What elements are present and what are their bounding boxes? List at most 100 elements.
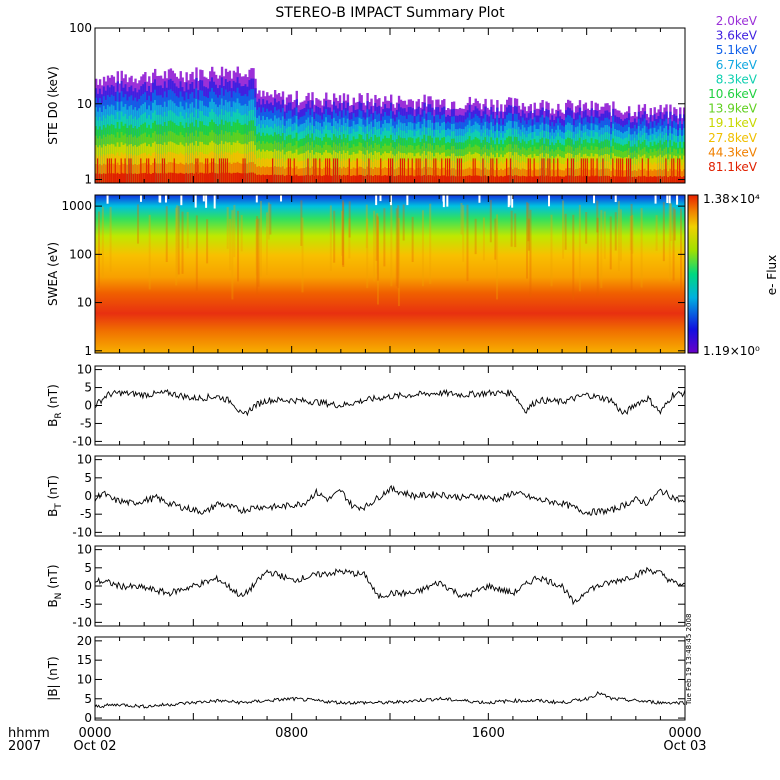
ste-bar [423,174,426,183]
y-tick-label: -10 [72,615,92,629]
swea-streak [383,208,386,267]
ste-bar [98,173,102,183]
swea-streak [267,202,270,240]
swea-streak [255,219,258,276]
y-tick-label: 100 [69,247,92,261]
ste-bar [321,175,324,183]
ste-bar [384,175,387,183]
ste-bar [547,168,550,183]
ste-bar [289,174,293,183]
ste-bar [362,175,365,183]
ste-bar [277,166,281,183]
ste-bar [106,163,110,183]
ste-bar [584,175,588,183]
ste-spike [629,158,632,183]
generation-timestamp: Tue Feb 19 13:48:45 2008 [685,614,693,706]
ste-bar [567,175,570,183]
ste-spike [108,158,110,183]
ste-spike [226,158,228,183]
ste-bar [570,175,574,183]
ste-bar [238,173,241,183]
swea-streak [609,216,612,270]
ste-bar [435,175,438,183]
ste-bar [580,176,584,183]
ste-spike [492,158,494,183]
ste-bar [596,175,599,183]
y-tick-label: 1 [84,173,92,187]
swea-gap [106,195,109,204]
ste-bar [185,172,188,183]
ste-bar [331,175,334,183]
ste-spike [612,158,614,183]
swea-streak [596,200,599,233]
swea-gap [668,195,671,204]
ste-bar [421,175,424,183]
ste-bar [283,175,287,183]
ste-bar [169,172,173,183]
panel-bmag: 0 5 10 15 20 |B| (nT) [46,634,686,725]
time-tick-date: Oct 02 [73,739,116,754]
ste-bar [102,173,106,183]
ste-bar [559,176,562,183]
ste-spike [596,158,598,183]
ste-bar [592,176,595,183]
panel-bt: -10 -5 0 5 10 BT (nT) [46,453,686,539]
ste-bar [161,173,165,183]
ste-bar [606,168,609,183]
ste-spike [482,158,484,183]
ste-bar [205,163,208,183]
swea-streak [474,218,477,255]
ste-bar [106,173,110,183]
swea-streak [585,212,588,244]
ste-spike [356,158,358,183]
y-tick-label: 1 [84,344,92,358]
ste-bar [175,163,178,183]
ste-spike [474,158,476,183]
ste-spike [220,158,223,183]
ste-bar [329,175,332,183]
ste-spike [543,158,545,183]
ste-bar [622,176,625,183]
swea-streak [672,207,675,281]
colorbar: 1.38×10⁴ 1.19×10⁰ e- Flux [687,192,779,358]
ste-bar [407,175,411,183]
bt-series-line [94,484,686,516]
swea-gap [159,195,162,203]
ste-bar [118,173,121,183]
swea-streak [177,205,180,275]
colorbar-max-label: 1.38×10⁴ [703,192,760,206]
ste-bar [140,173,143,183]
y-tick-label: -5 [80,507,92,521]
ste-bar [480,176,483,183]
ste-bar [95,173,98,183]
ste-spike [96,158,99,183]
ste-bar [146,173,149,183]
ste-bar [458,176,462,183]
swea-streak [233,204,236,258]
ste-bar [679,169,682,183]
ste-bar [301,175,304,183]
ste-bar [415,175,418,183]
ste-bar [568,175,572,183]
ste-bar [297,175,300,183]
legend-entry: 13.9keV [708,102,758,116]
ste-spike [146,158,148,183]
ste-spike [449,158,451,183]
ste-bar [618,169,621,183]
ste-bar [264,175,267,183]
ste-bar [629,176,633,183]
ste-spike [417,158,419,183]
ste-bar [626,176,629,183]
ste-bar [498,176,501,183]
y-tick-label: 5 [84,561,92,575]
ste-bar [606,175,609,183]
ste-spike [529,158,531,183]
swea-streak [550,214,553,287]
ste-bar [472,175,475,183]
ste-spike [445,158,447,183]
swea-streak [564,213,567,250]
ste-bar [574,169,578,183]
y-tick-label: 10 [77,672,92,686]
ste-spike [618,158,620,183]
swea-streak [340,210,343,256]
